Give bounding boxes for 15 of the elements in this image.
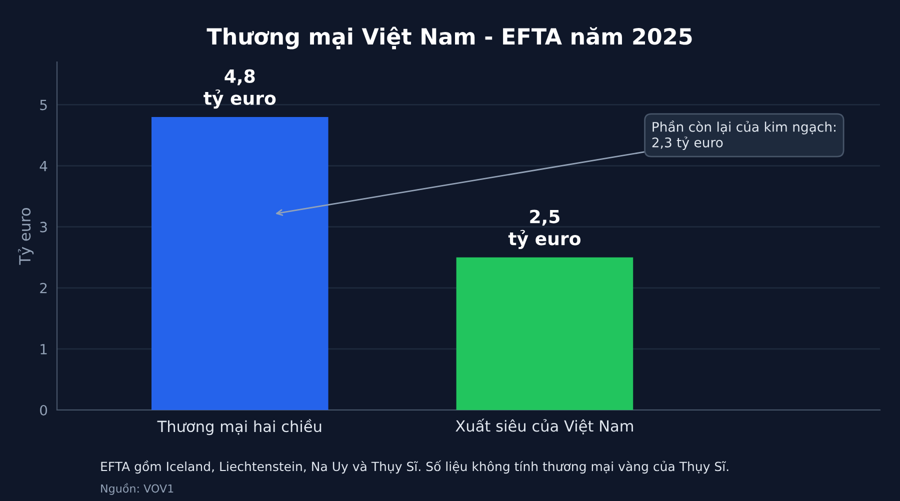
y-tick-label: 0 — [40, 404, 48, 416]
y-tick-label: 4 — [40, 160, 48, 172]
text: Nguồn: VOV1 — [101, 483, 174, 495]
y-axis-title: Tỷ euro — [18, 208, 34, 265]
text: EFTA gồm Iceland, Liechtenstein, Na Uy và Thụy Sĩ. Số liệu không tính thương mại vàng của Thụy Sĩ. — [101, 460, 728, 474]
y-tick-label: 2 — [40, 282, 47, 294]
chart-title: Thương mại Việt Nam - EFTA năm 2025 — [206, 26, 692, 50]
data-label: 4,8 tỷ euro — [204, 69, 276, 109]
x-tick-label: Xuất siêu của Việt Nam — [456, 418, 633, 434]
y-tick-label: 3 — [40, 222, 47, 232]
y-tick-label: 1 — [40, 344, 47, 354]
x-tick-label: Thương mại hai chiều — [157, 419, 322, 436]
data-label: 2,5 tỷ euro — [508, 210, 580, 250]
annotation: Phần còn lại của kim ngạch: 2,3 tỷ euro — [652, 120, 836, 150]
y-tick-label: 5 — [40, 100, 47, 110]
